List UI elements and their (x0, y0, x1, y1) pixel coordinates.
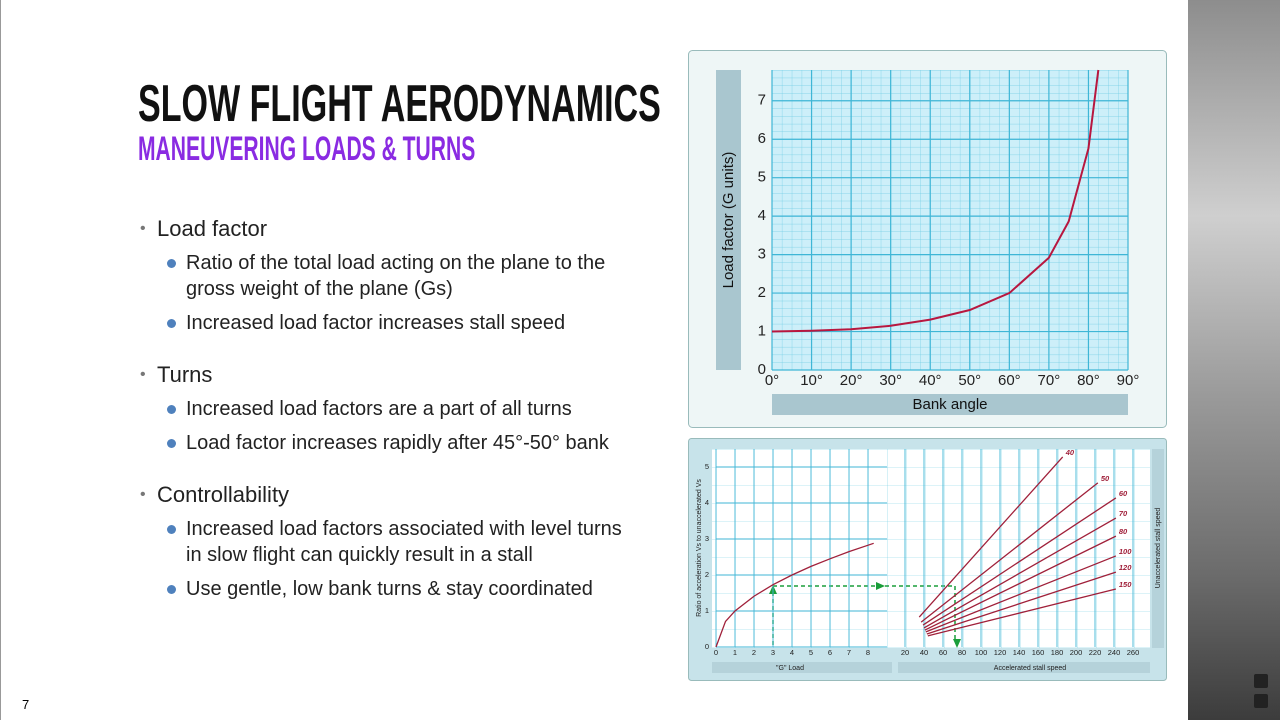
x-tick-label: 40° (919, 372, 942, 389)
bullet: Load factor (140, 216, 640, 242)
x-tick-label: 100 (975, 648, 988, 657)
series-label: 40 (1065, 448, 1075, 457)
bullet: Turns (140, 362, 640, 388)
y-tick-label: 7 (758, 92, 766, 109)
x-tick-label: 200 (1070, 648, 1083, 657)
y-tick-label: 3 (758, 246, 766, 263)
x-tick-label: 6 (828, 648, 832, 657)
page-number: 7 (22, 697, 30, 712)
sub-bullet: Use gentle, low bank turns & stay coordi… (140, 576, 626, 602)
data-line (715, 542, 874, 648)
x-tick-label: 90° (1117, 372, 1140, 389)
y-tick-label: 4 (705, 498, 709, 507)
data-line (920, 482, 1099, 623)
x-axis-label: Bank angle (912, 396, 987, 413)
data-line (918, 456, 1064, 618)
x-tick-label: 120 (994, 648, 1007, 657)
legend-title: Unaccelerated stall speed (1155, 508, 1162, 589)
x-tick-label: 30° (879, 372, 902, 389)
y-tick-label: 0 (758, 361, 766, 378)
settings-icon[interactable] (1254, 694, 1268, 708)
sub-bullet: Load factor increases rapidly after 45°-… (140, 430, 626, 456)
slide-subtitle: MANEUVERING LOADS & TURNS (138, 130, 476, 168)
x-tick-label: 20° (840, 372, 863, 389)
y-tick-label: 1 (705, 606, 709, 615)
bullet-group: Load factor Ratio of the total load actin… (140, 216, 640, 336)
series-label: 80 (1119, 527, 1128, 536)
mic-icon[interactable] (1254, 674, 1268, 688)
y-tick-label: 0 (705, 642, 709, 651)
x-tick-label: 7 (847, 648, 851, 657)
x-tick-label: 80 (958, 648, 966, 657)
minor-grid (772, 70, 1128, 370)
y-tick-label: 5 (705, 462, 709, 471)
sub-bullet: Ratio of the total load acting on the pl… (140, 250, 626, 302)
y-tick-label: 4 (758, 207, 766, 224)
sub-bullet: Increased load factor increases stall sp… (140, 310, 626, 336)
x-tick-label: 220 (1089, 648, 1102, 657)
x-tick-label: 20 (901, 648, 909, 657)
x-tick-label: 0° (765, 372, 779, 389)
series-label: 60 (1119, 489, 1128, 498)
x-axis-label: "G" Load (776, 665, 804, 672)
ylabel-bar (716, 70, 741, 370)
data-line (924, 535, 1117, 631)
sub-bullet: Increased load factors are a part of all… (140, 396, 626, 422)
x-tick-label: 5 (809, 648, 813, 657)
y-tick-label: 2 (758, 284, 766, 301)
y-tick-label: 6 (758, 130, 766, 147)
x-tick-label: 70° (1038, 372, 1061, 389)
xlabel-bar (898, 662, 1150, 673)
data-line (926, 571, 1117, 635)
y-tick-label: 2 (705, 570, 709, 579)
bullet: Controllability (140, 482, 640, 508)
data-line (922, 497, 1117, 626)
x-tick-label: 0 (714, 648, 718, 657)
y-axis-label: Ratio of acceleration Vs to unaccelerate… (696, 479, 703, 617)
minor-grid (712, 449, 1150, 648)
x-tick-label: 60 (939, 648, 947, 657)
data-line (927, 588, 1117, 637)
x-tick-label: 260 (1127, 648, 1140, 657)
bullet-group: Turns Increased load factors are a part o… (140, 362, 640, 456)
x-tick-label: 140 (1013, 648, 1026, 657)
x-tick-label: 10° (800, 372, 823, 389)
y-tick-label: 5 (758, 169, 766, 186)
x-tick-label: 160 (1032, 648, 1045, 657)
x-tick-label: 4 (790, 648, 794, 657)
series-label: 70 (1119, 509, 1128, 518)
series-label: 50 (1101, 474, 1110, 483)
x-tick-label: 240 (1108, 648, 1121, 657)
series-label: 100 (1119, 547, 1132, 556)
x-tick-label: 60° (998, 372, 1021, 389)
data-line (771, 69, 1100, 333)
x-tick-label: 3 (771, 648, 775, 657)
x-axis-label: Accelerated stall speed (994, 665, 1066, 672)
xlabel-bar (712, 662, 892, 673)
x-tick-label: 1 (733, 648, 737, 657)
x-tick-label: 8 (866, 648, 870, 657)
xlabel-bar (772, 394, 1128, 415)
y-axis-label: Load factor (G units) (720, 152, 737, 289)
series-label: 150 (1119, 580, 1132, 589)
y-tick-label: 1 (758, 323, 766, 340)
bullet-group: Controllability Increased load factors as… (140, 482, 640, 602)
sub-bullet: Increased load factors associated with l… (140, 516, 626, 568)
data-line (923, 517, 1117, 629)
data-line (925, 555, 1117, 633)
series-label: 120 (1119, 563, 1132, 572)
bullet-list: Load factor Ratio of the total load actin… (140, 216, 640, 602)
legend-bar (1152, 449, 1164, 648)
x-tick-label: 40 (920, 648, 928, 657)
x-tick-label: 50° (958, 372, 981, 389)
x-tick-label: 80° (1077, 372, 1100, 389)
x-tick-label: 2 (752, 648, 756, 657)
background-photo (1188, 0, 1280, 720)
x-tick-label: 180 (1051, 648, 1064, 657)
slide-title: SLOW FLIGHT AERODYNAMICS (138, 75, 661, 133)
y-tick-label: 3 (705, 534, 709, 543)
